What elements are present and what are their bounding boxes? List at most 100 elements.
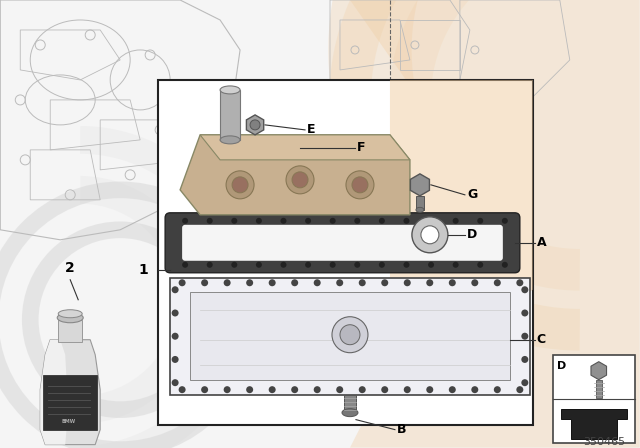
Polygon shape (170, 278, 530, 395)
Circle shape (522, 310, 529, 316)
Bar (58, 320, 82, 342)
Circle shape (330, 218, 335, 224)
Polygon shape (190, 292, 510, 379)
Text: F: F (357, 142, 365, 155)
Circle shape (172, 286, 179, 293)
Bar (553, 355, 635, 443)
Circle shape (522, 333, 529, 340)
Circle shape (330, 262, 335, 268)
Circle shape (471, 279, 478, 286)
Circle shape (426, 386, 433, 393)
Circle shape (314, 279, 321, 286)
Polygon shape (350, 0, 640, 448)
Circle shape (305, 218, 311, 224)
Circle shape (223, 279, 230, 286)
Circle shape (207, 262, 212, 268)
Circle shape (314, 386, 321, 393)
Bar (344, 395, 356, 413)
Text: G: G (467, 188, 477, 201)
Ellipse shape (220, 136, 240, 144)
Polygon shape (410, 174, 429, 196)
Circle shape (359, 386, 365, 393)
Circle shape (332, 317, 368, 353)
Bar (158, 80, 533, 425)
Ellipse shape (416, 207, 424, 212)
Circle shape (449, 386, 456, 393)
FancyBboxPatch shape (165, 213, 520, 273)
Circle shape (269, 279, 276, 286)
Polygon shape (591, 362, 607, 379)
Circle shape (404, 386, 411, 393)
Circle shape (291, 386, 298, 393)
Circle shape (291, 279, 298, 286)
Circle shape (471, 386, 478, 393)
Circle shape (412, 217, 448, 253)
Circle shape (182, 262, 188, 268)
Text: A: A (537, 236, 547, 249)
Text: 2: 2 (65, 261, 75, 275)
Text: D: D (557, 361, 566, 370)
Polygon shape (390, 80, 533, 340)
Circle shape (355, 262, 360, 268)
Ellipse shape (58, 310, 82, 318)
Circle shape (231, 218, 237, 224)
Circle shape (172, 333, 179, 340)
Circle shape (201, 386, 208, 393)
Bar (220, 90, 240, 140)
Circle shape (381, 386, 388, 393)
Circle shape (502, 262, 508, 268)
Text: D: D (467, 228, 477, 241)
Circle shape (305, 262, 311, 268)
Bar (416, 196, 424, 210)
Circle shape (280, 218, 287, 224)
Circle shape (256, 218, 262, 224)
Text: E: E (307, 123, 316, 136)
Circle shape (286, 166, 314, 194)
Polygon shape (561, 409, 627, 439)
Circle shape (522, 356, 529, 363)
Circle shape (428, 218, 434, 224)
Circle shape (172, 356, 179, 363)
Circle shape (336, 279, 343, 286)
Circle shape (494, 386, 501, 393)
Circle shape (428, 262, 434, 268)
Circle shape (172, 379, 179, 386)
Text: 350465: 350465 (582, 437, 625, 447)
Circle shape (226, 171, 254, 199)
Circle shape (359, 279, 365, 286)
Ellipse shape (57, 313, 83, 323)
Circle shape (421, 226, 439, 244)
Circle shape (477, 262, 483, 268)
Circle shape (352, 177, 368, 193)
Circle shape (346, 171, 374, 199)
Text: C: C (537, 333, 546, 346)
Text: B: B (397, 423, 406, 436)
Circle shape (269, 386, 276, 393)
Circle shape (477, 218, 483, 224)
Circle shape (201, 279, 208, 286)
Circle shape (502, 218, 508, 224)
Circle shape (522, 286, 529, 293)
Circle shape (403, 262, 410, 268)
Polygon shape (180, 135, 410, 215)
FancyBboxPatch shape (182, 225, 503, 261)
Circle shape (449, 279, 456, 286)
Bar (596, 379, 602, 398)
Circle shape (340, 325, 360, 345)
Polygon shape (200, 135, 410, 160)
Circle shape (379, 262, 385, 268)
Circle shape (256, 262, 262, 268)
Circle shape (494, 279, 501, 286)
Circle shape (172, 310, 179, 316)
Circle shape (179, 386, 186, 393)
Circle shape (232, 177, 248, 193)
Circle shape (336, 386, 343, 393)
Ellipse shape (220, 86, 240, 94)
Circle shape (452, 262, 459, 268)
Circle shape (246, 386, 253, 393)
Circle shape (223, 386, 230, 393)
Circle shape (179, 279, 186, 286)
Circle shape (522, 379, 529, 386)
Polygon shape (40, 340, 68, 444)
Bar (44, 375, 97, 430)
